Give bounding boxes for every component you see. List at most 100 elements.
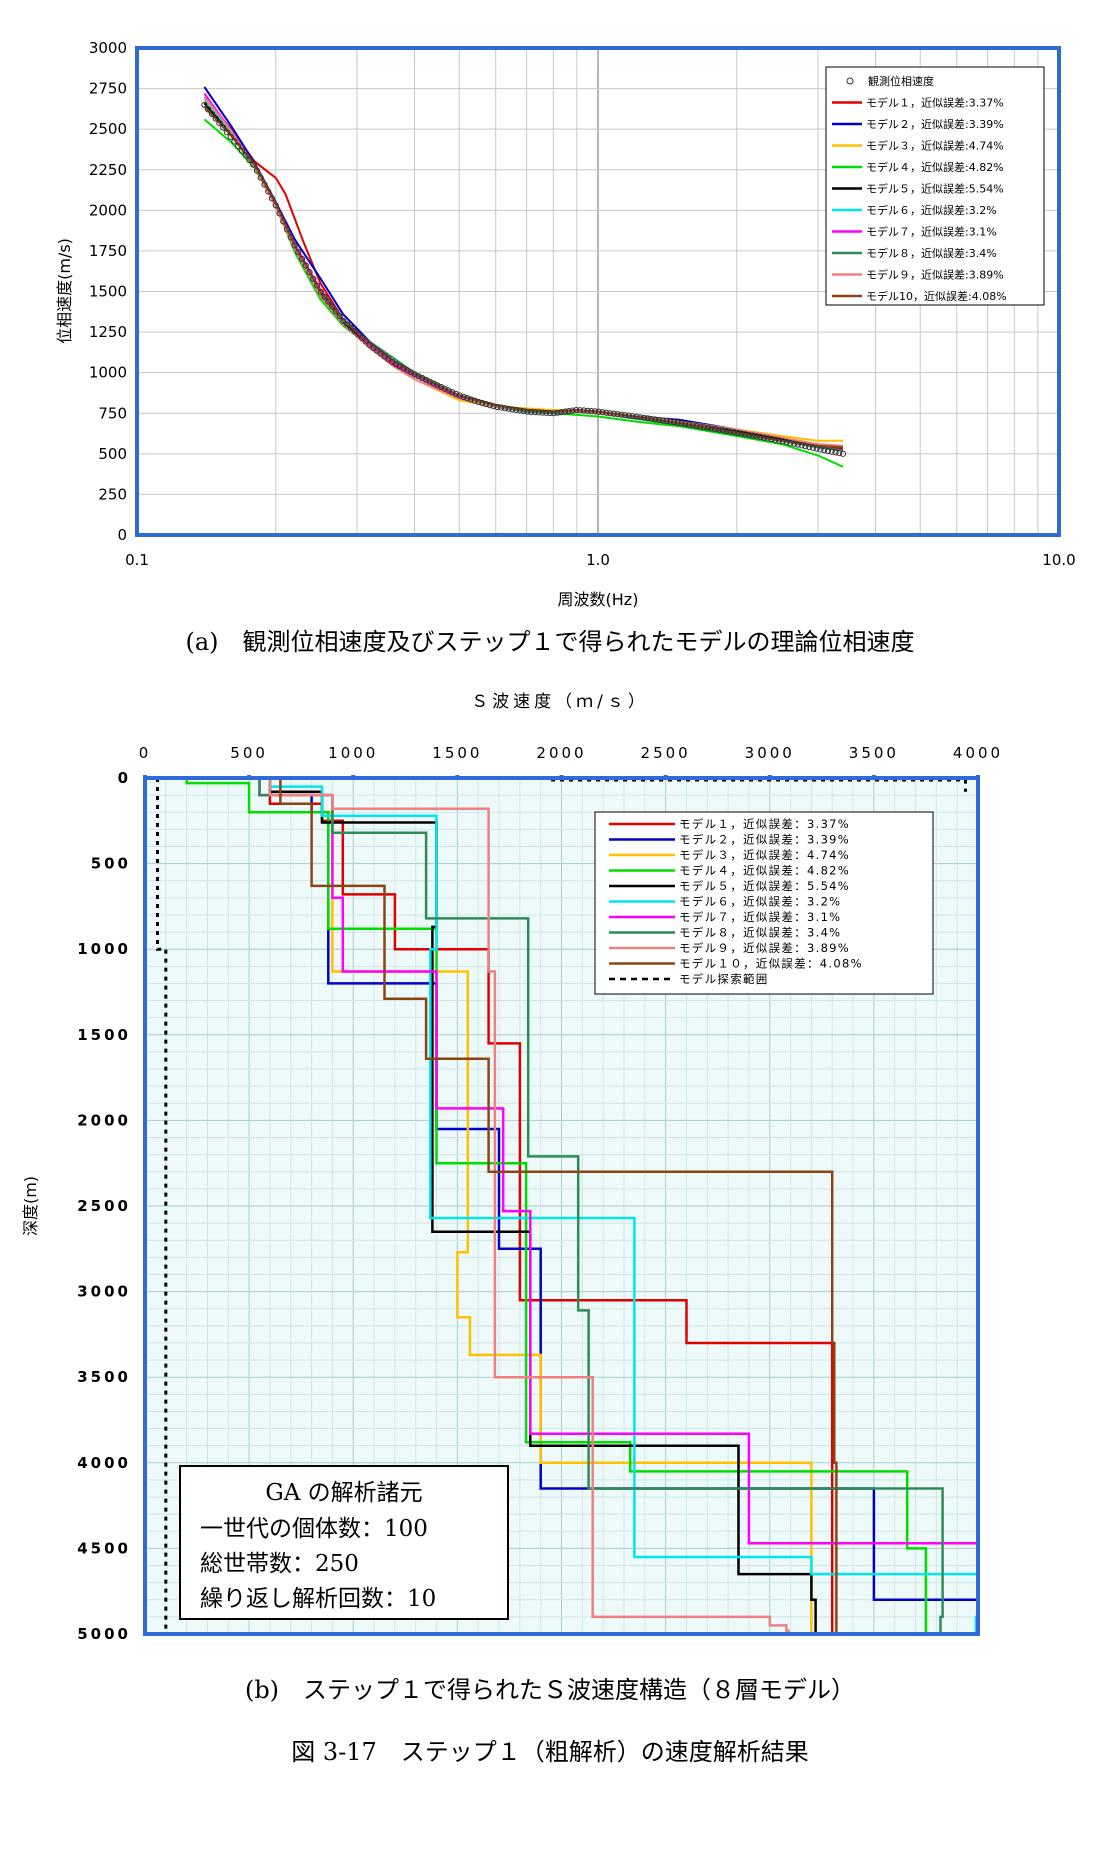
- legend-label-model-6: モデル６，近似誤差:3.2%: [866, 203, 997, 217]
- chart-a-series: [203, 86, 844, 468]
- observed-point: [791, 440, 798, 447]
- series-line-model-8: [203, 105, 844, 452]
- observed-point: [298, 255, 306, 262]
- y-tick-label: 2000: [77, 1111, 131, 1129]
- ga-title: GA の解析諸元: [265, 1480, 422, 1506]
- observed-point: [498, 404, 505, 411]
- observed-point: [201, 101, 208, 108]
- observed-point: [633, 413, 640, 420]
- observed-point: [411, 371, 418, 378]
- observed-point: [576, 407, 584, 414]
- chart-b-legend: モデル１，近似誤差：3.37% モデル２，近似誤差：3.39%モデル３，近似誤差：…: [594, 811, 934, 995]
- observed-point: [253, 167, 261, 174]
- observed-point: [644, 415, 651, 422]
- observed-point: [749, 432, 756, 439]
- observed-point: [227, 133, 234, 140]
- chart-b-xlabel: Ｓ波速度（ｍ/ｓ）: [471, 692, 649, 712]
- chart-a-observed: [201, 101, 847, 457]
- observed-point: [479, 399, 486, 407]
- y-tick-label: 500: [91, 855, 131, 873]
- x-tick-label: 1000: [328, 744, 378, 762]
- observed-point: [287, 234, 294, 241]
- observed-point: [276, 210, 283, 217]
- observed-point: [313, 282, 321, 289]
- chart-a-ticks: 0 250 500 750 1000 1250 1500 1750 2000 2250 2500 27…: [89, 39, 1076, 569]
- observed-point: [505, 405, 512, 412]
- observed-point: [561, 408, 569, 415]
- observed-point: [836, 450, 843, 457]
- observed-point: [347, 324, 354, 331]
- observed-point: [798, 442, 805, 449]
- legend-label-model-7: モデル７，近似誤差:3.1%: [866, 225, 997, 239]
- x-tick-label: 0: [139, 744, 152, 762]
- observed-point: [730, 429, 738, 436]
- observed-point: [340, 317, 347, 325]
- observed-point: [580, 407, 587, 414]
- s-wave-velocity-chart: 0 500 1000 1500 2000 2500 3000 3500 4000 0 500 1000…: [21, 692, 1003, 1643]
- legend-label-6: モデル６，近似誤差：3.2%: [679, 895, 841, 909]
- observed-point: [257, 174, 264, 181]
- observed-point: [268, 195, 276, 202]
- x-tick-label: 1500: [432, 744, 482, 762]
- observed-point: [520, 408, 527, 415]
- y-tick-label: 1500: [89, 283, 127, 301]
- observed-point: [464, 395, 471, 402]
- observed-point: [528, 408, 535, 416]
- observed-point: [802, 443, 809, 450]
- observed-point: [216, 119, 223, 127]
- observed-point: [682, 420, 689, 428]
- y-tick-label: 1750: [89, 242, 127, 260]
- x-tick-label: 2000: [536, 744, 586, 762]
- observed-point: [419, 374, 426, 382]
- legend-observed-marker: [846, 77, 854, 85]
- observed-point: [362, 338, 370, 345]
- x-tick-label: 3000: [745, 744, 795, 762]
- observed-point: [336, 313, 343, 320]
- x-tick-mark: [976, 775, 980, 780]
- observed-point: [779, 438, 787, 445]
- observed-point: [223, 129, 231, 136]
- y-tick-label: 2500: [89, 120, 127, 138]
- observed-point: [772, 436, 779, 443]
- observed-point: [238, 147, 246, 154]
- observed-point: [809, 444, 817, 451]
- chart-a-xlabel: 周波数(Hz): [558, 590, 639, 609]
- observed-point: [265, 188, 272, 195]
- observed-point: [806, 443, 813, 451]
- legend-label-10: モデル１０，近似誤差：4.08%: [679, 957, 863, 971]
- legend-label-model-4: モデル４，近似誤差:4.82%: [866, 160, 1004, 174]
- y-tick-label: 3000: [77, 1283, 131, 1301]
- observed-point: [565, 408, 572, 415]
- observed-point: [742, 431, 749, 438]
- observed-point: [670, 419, 678, 426]
- observed-point: [430, 380, 437, 387]
- observed-point: [490, 403, 497, 410]
- observed-point: [637, 414, 644, 421]
- series-line-model-6: [203, 97, 844, 452]
- observed-point: [317, 288, 324, 296]
- observed-point: [437, 383, 445, 391]
- observed-point: [306, 269, 313, 276]
- y-tick-label: 4000: [77, 1454, 131, 1472]
- x-tick-label: 4000: [953, 744, 1003, 762]
- observed-point: [235, 142, 242, 150]
- observed-point: [794, 441, 802, 448]
- ga-line-1: 一世代の個体数：100: [200, 1516, 428, 1542]
- observed-point: [588, 408, 595, 415]
- observed-point: [272, 202, 279, 209]
- observed-point: [659, 417, 666, 424]
- x-tick-mark: [351, 775, 356, 780]
- observed-point: [727, 428, 734, 435]
- legend-box: [825, 66, 1045, 306]
- legend-label-model-9: モデル９，近似誤差:3.89%: [866, 268, 1004, 282]
- observed-point: [344, 321, 351, 328]
- observed-point: [674, 419, 681, 426]
- observed-point: [832, 449, 839, 456]
- observed-point: [603, 409, 610, 416]
- y-tick-label: 3500: [77, 1368, 131, 1386]
- observed-point: [625, 412, 632, 419]
- x-tick-mark: [247, 775, 252, 780]
- observed-point: [524, 408, 531, 415]
- observed-point: [328, 303, 336, 310]
- observed-point: [757, 433, 764, 441]
